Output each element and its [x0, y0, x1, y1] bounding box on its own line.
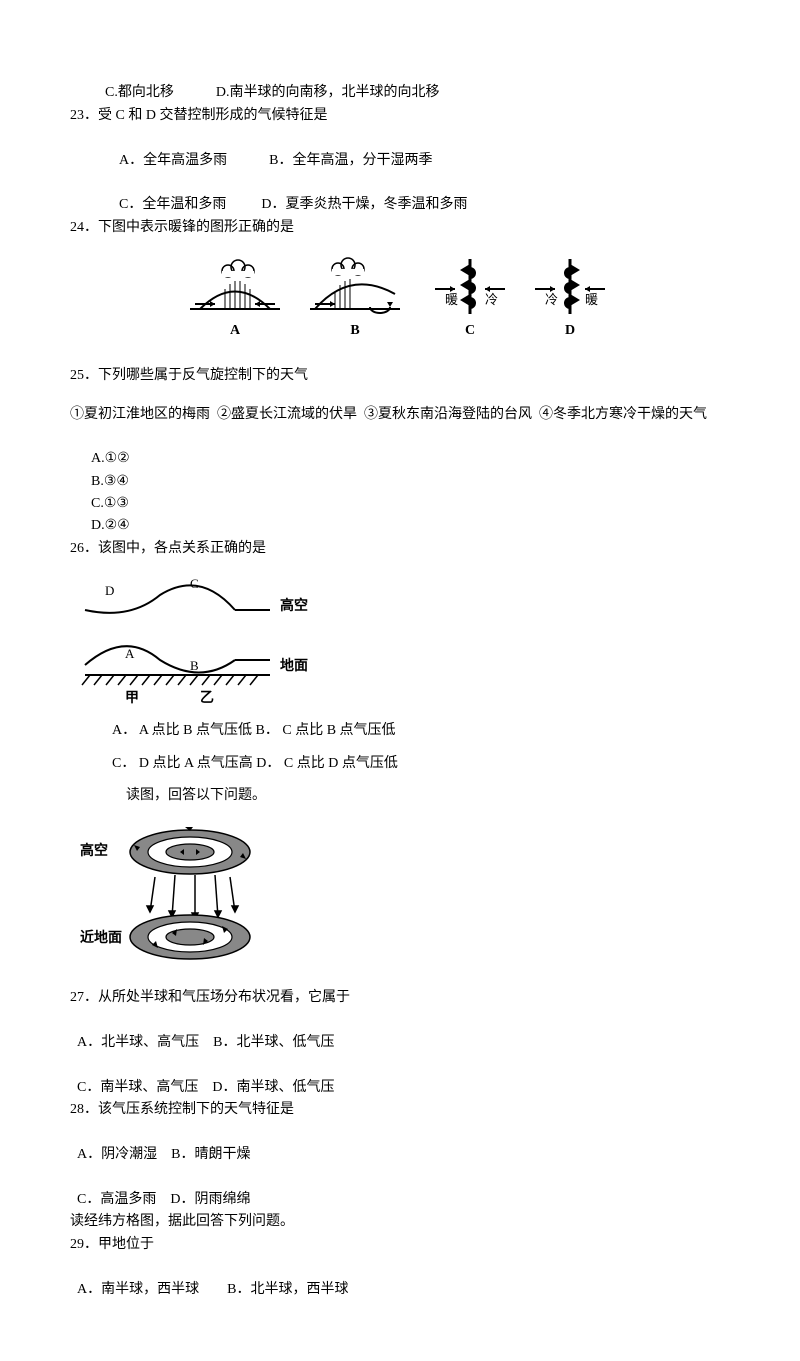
q27-stem: 27．从所处半球和气压场分布状况看，它属于: [70, 987, 730, 1009]
q24-stem: 24．下图中表示暖锋的图形正确的是: [70, 217, 730, 239]
q29-opt-b: B．北半球，西半球: [227, 1282, 348, 1297]
q26-opt-d: D． C 点比 D 点气压低: [256, 756, 398, 771]
q28-row2: C．高温多雨 D．阴雨绵绵: [70, 1167, 730, 1212]
q29-stem: 29．甲地位于: [70, 1234, 730, 1256]
q24-c-right: 冷: [485, 292, 498, 307]
q26-opt-b: B． C 点比 B 点气压低: [256, 723, 396, 738]
q26-pt-b: B: [190, 658, 199, 673]
q26-readmap: 读图，回答以下问题。: [70, 785, 730, 807]
q27-opt-a: A．北半球、高气压: [77, 1035, 199, 1050]
q26-stem: 26．该图中，各点关系正确的是: [70, 538, 730, 560]
q25-opt-a: A.①②: [91, 451, 130, 466]
q28-opt-c: C．高温多雨: [77, 1192, 156, 1207]
q28-opt-b: B．晴朗干燥: [171, 1147, 250, 1162]
q25-options: A.①② B.③④ C.①③ D.②④: [70, 426, 730, 538]
q24-label-d: D: [565, 323, 575, 338]
pressure-diagram-svg: D C 高空 A B 地面 甲 乙: [70, 570, 320, 710]
q26-dimian: 地面: [280, 657, 308, 674]
q24-label-a: A: [230, 323, 241, 338]
q25-items: ①夏初江淮地区的梅雨 ②盛夏长江流域的伏旱 ③夏秋东南沿海登陆的台风 ④冬季北方…: [70, 404, 730, 426]
q27-row2: C．南半球、高气压 D．南半球、低气压: [70, 1055, 730, 1100]
q27-opt-c: C．南半球、高气压: [77, 1080, 198, 1095]
q27-row1: A．北半球、高气压 B．北半球、低气压: [70, 1010, 730, 1055]
q28-opt-d: D．阴雨绵绵: [170, 1192, 250, 1207]
cyclone-figure: 高空 近地面: [70, 817, 730, 977]
q28-row1: A．阴冷潮湿 B．晴朗干燥: [70, 1122, 730, 1167]
q23-opt-b: B．全年高温，分干湿两季: [269, 153, 432, 168]
q26-opt-a: A． A 点比 B 点气压低: [112, 723, 252, 738]
q28-stem: 28．该气压系统控制下的天气特征是: [70, 1099, 730, 1121]
q29-row1: A．南半球，西半球 B．北半球，西半球: [70, 1256, 730, 1301]
cyclone-svg: 高空 近地面: [70, 817, 290, 977]
q29-opt-a: A．南半球，西半球: [77, 1282, 199, 1297]
q23-opt-d: D．夏季炎热干燥，冬季温和多雨: [261, 197, 467, 212]
q23-row1: A．全年高温多雨 B．全年高温，分干湿两季: [70, 127, 730, 172]
fig3-gaokong: 高空: [80, 842, 108, 859]
q24-d-right: 暖: [585, 292, 598, 307]
q28-opt-a: A．阴冷潮湿: [77, 1147, 157, 1162]
q26-pt-d: D: [105, 583, 114, 598]
front-diagram-svg: A B 暖 冷 C 冷 暖 D: [180, 249, 620, 349]
q24-d-left: 冷: [545, 292, 558, 307]
q23-stem: 23．受 C 和 D 交替控制形成的气候特征是: [70, 105, 730, 127]
q26-options: A． A 点比 B 点气压低 B． C 点比 B 点气压低 C． D 点比 A …: [70, 720, 730, 807]
q25-opt-b: B.③④: [91, 474, 129, 489]
q26-gaokong: 高空: [280, 597, 308, 614]
q26-yi: 乙: [200, 690, 214, 706]
grid-note: 读经纬方格图，据此回答下列问题。: [70, 1211, 730, 1233]
q22-opt-c: C.都向北移: [105, 85, 174, 100]
q24-c-left: 暖: [445, 292, 458, 307]
q25-opt-d: D.②④: [91, 518, 130, 533]
q26-jia: 甲: [125, 690, 139, 706]
q26-pt-c: C: [190, 576, 199, 591]
q25-opt-c: C.①③: [91, 496, 129, 511]
q22-options: C.都向北移 D.南半球的向南移，北半球的向北移: [70, 60, 730, 105]
q23-opt-a: A．全年高温多雨: [119, 153, 227, 168]
q23-opt-c: C．全年温和多雨: [119, 197, 226, 212]
q22-opt-d: D.南半球的向南移，北半球的向北移: [216, 85, 440, 100]
q27-opt-b: B．北半球、低气压: [213, 1035, 334, 1050]
q26-pt-a: A: [125, 646, 135, 661]
q24-label-b: B: [350, 323, 359, 338]
q27-opt-d: D．南半球、低气压: [212, 1080, 334, 1095]
q23-row2: C．全年温和多雨 D．夏季炎热干燥，冬季温和多雨: [70, 172, 730, 217]
q25-stem: 25．下列哪些属于反气旋控制下的天气: [70, 365, 730, 387]
q24-figure: A B 暖 冷 C 冷 暖 D: [70, 249, 730, 349]
fig3-jindimian: 近地面: [80, 929, 122, 946]
q24-label-c: C: [465, 323, 475, 338]
q26-opt-c: C． D 点比 A 点气压高: [112, 756, 253, 771]
q26-figure: D C 高空 A B 地面 甲 乙: [70, 570, 730, 710]
